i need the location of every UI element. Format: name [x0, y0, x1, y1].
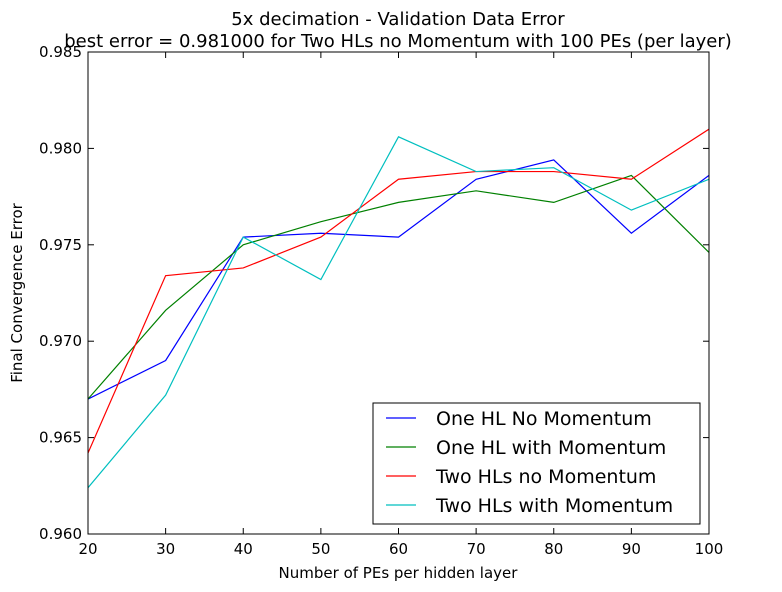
x-tick-label: 50 [311, 540, 330, 558]
y-tick-label: 0.970 [39, 332, 82, 350]
chart-subtitle: best error = 0.981000 for Two HLs no Mom… [64, 31, 732, 52]
legend-label-4: Two HLs with Momentum [435, 495, 673, 517]
series-line-4 [88, 136, 709, 489]
x-tick-label: 70 [467, 540, 486, 558]
x-tick-label: 40 [234, 540, 253, 558]
legend-label-3: Two HLs no Momentum [435, 466, 656, 488]
x-tick-label: 30 [156, 540, 175, 558]
series-line-2 [88, 174, 709, 400]
x-tick-label: 90 [622, 540, 641, 558]
series-line-1 [88, 159, 709, 400]
x-tick-label: 100 [695, 540, 724, 558]
legend-frame [372, 402, 701, 525]
x-tick-label: 60 [389, 540, 408, 558]
y-tick-label: 0.980 [39, 139, 82, 157]
legend-label-1: One HL No Momentum [436, 408, 652, 430]
legend-label-2: One HL with Momentum [436, 437, 666, 459]
legend: One HL No Momentum One HL with Momentum Tw… [372, 402, 701, 525]
x-tick-label: 80 [544, 540, 563, 558]
y-tick-label: 0.985 [39, 43, 82, 61]
y-tick-label: 0.975 [39, 236, 82, 254]
x-tick-label: 20 [78, 540, 97, 558]
series-layer [88, 128, 709, 489]
y-tick-label: 0.965 [39, 429, 82, 447]
series-line-3 [88, 128, 709, 454]
y-tick-label: 0.960 [39, 525, 82, 543]
tick-layer: 20 30 40 50 60 70 80 90 100 0.960 0.965 0.970 0.975 0… [39, 43, 723, 558]
y-axis-label: Final Convergence Error [8, 202, 26, 382]
x-axis-label: Number of PEs per hidden layer [279, 564, 519, 582]
chart-title: 5x decimation - Validation Data Error [231, 9, 565, 30]
plot-area-frame [87, 51, 710, 535]
